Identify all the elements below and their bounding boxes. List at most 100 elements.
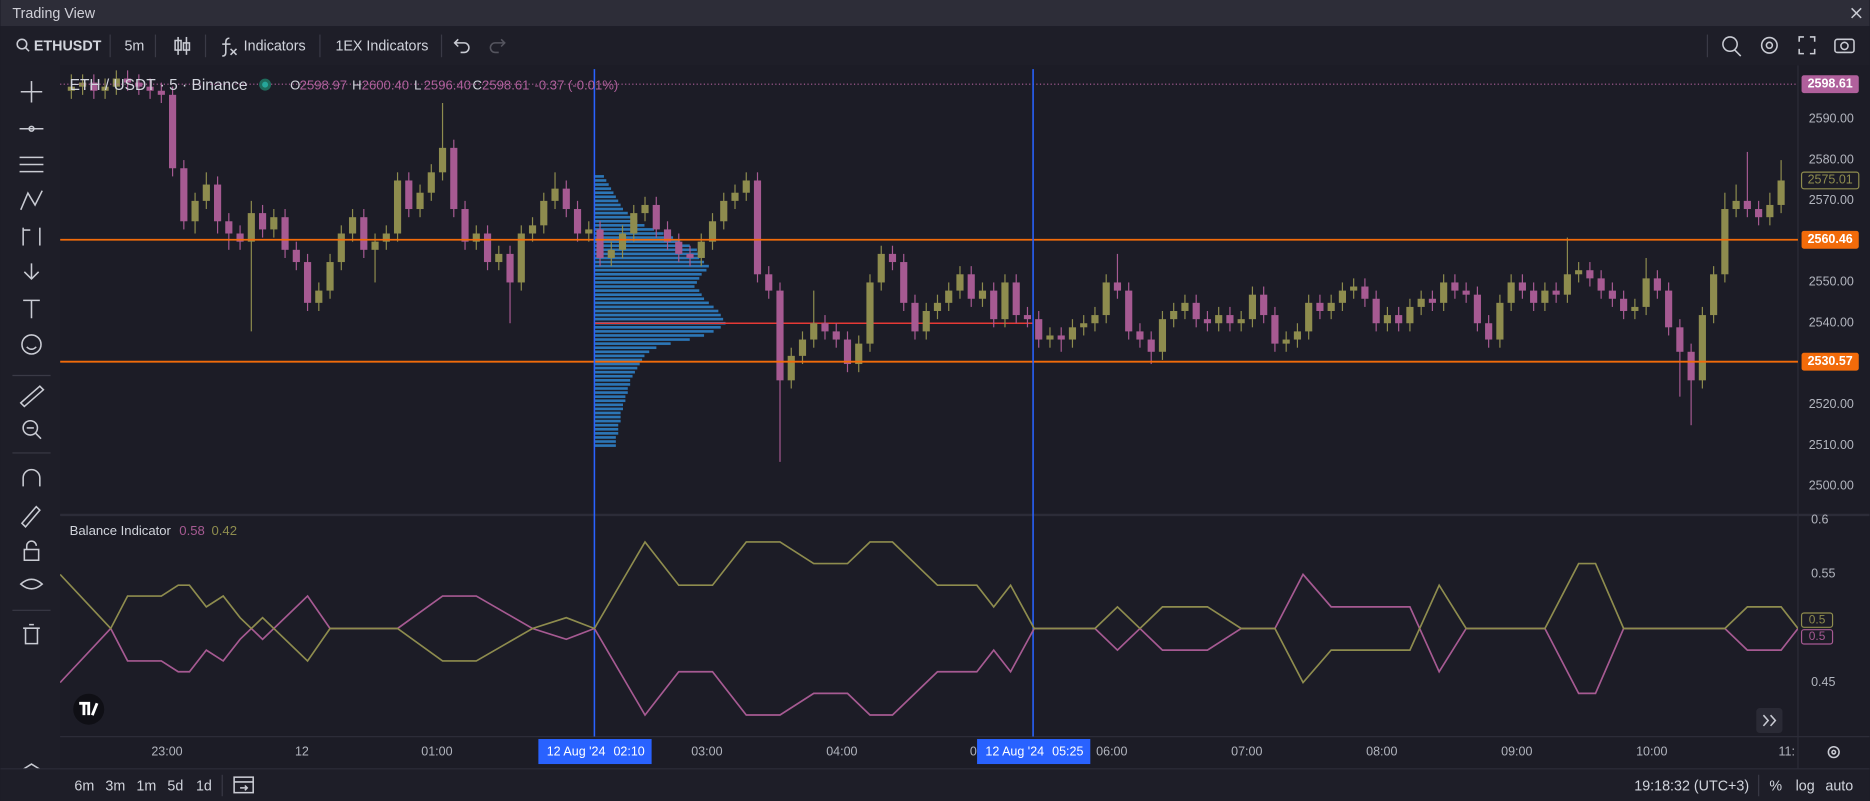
ruler-tool[interactable]: [19, 385, 45, 408]
candle-body: [798, 339, 807, 356]
candle-body: [1192, 302, 1200, 320]
log-toggle[interactable]: log: [1796, 778, 1815, 794]
search-icon[interactable]: [16, 38, 30, 52]
candle-body: [1710, 274, 1718, 316]
candle-body: [427, 172, 435, 193]
volume-profile-bar: [594, 358, 643, 362]
candle-body: [1608, 290, 1616, 299]
magnet-tool[interactable]: [22, 468, 41, 487]
fib-tool[interactable]: [19, 156, 44, 173]
candle-body: [967, 274, 975, 299]
volume-profile-bar: [594, 219, 638, 223]
candle-body: [1057, 335, 1065, 340]
range-button[interactable]: 3m: [105, 778, 125, 794]
indicator-last-box: [1800, 612, 1834, 628]
price-tick-label: 2580.00: [1809, 152, 1854, 166]
candle-body: [1473, 294, 1481, 324]
candle-body: [607, 249, 615, 258]
candle-body: [1653, 278, 1661, 291]
delete-tool[interactable]: [23, 623, 40, 645]
candle-body: [1215, 315, 1223, 324]
lock-drawing-tool[interactable]: [20, 505, 41, 528]
candle-body: [472, 233, 480, 242]
symbol[interactable]: ETHUSDT: [34, 38, 102, 54]
zoom-tool[interactable]: [22, 419, 42, 440]
indicators-icon[interactable]: [222, 37, 238, 57]
crosshair-tool[interactable]: [20, 81, 43, 103]
candle-body: [618, 233, 627, 250]
scroll-to-realtime[interactable]: [1756, 708, 1783, 734]
emoji-tool[interactable]: [21, 334, 42, 355]
indicator-value: 0.42: [211, 523, 237, 538]
forecast-tool[interactable]: [22, 227, 41, 246]
candle-body: [450, 147, 458, 210]
candle-body: [832, 331, 840, 340]
legend-title: ETH / USDT · 5 · Binance: [70, 77, 248, 94]
close-button[interactable]: [1851, 7, 1862, 19]
percent-toggle[interactable]: %: [1769, 778, 1782, 794]
last-price-box: [1801, 75, 1859, 94]
candle-body: [1541, 290, 1549, 303]
candle-body: [281, 217, 289, 250]
candle-body: [1248, 294, 1257, 320]
go-to-date[interactable]: [233, 776, 254, 794]
candle-body: [1507, 282, 1515, 303]
candle-body: [169, 94, 177, 169]
candle-body: [1428, 298, 1436, 303]
screenshot-icon[interactable]: [1834, 38, 1855, 54]
range-button[interactable]: 6m: [74, 778, 94, 794]
trend-line-tool[interactable]: [19, 125, 44, 132]
visibility-tool[interactable]: [19, 578, 44, 590]
indicator-last-label: 0.5: [1809, 612, 1826, 626]
undo-button[interactable]: [453, 38, 470, 54]
tradingview-logo[interactable]: [73, 693, 105, 725]
settings-icon[interactable]: [1760, 36, 1778, 54]
candle-body: [978, 290, 987, 299]
time-marker-time: 02:10: [613, 744, 644, 758]
candle-body: [945, 290, 953, 303]
time-label: 10:00: [1636, 744, 1667, 758]
volume-profile-bar: [594, 228, 654, 231]
candle-body: [1530, 290, 1538, 303]
candle-body: [1755, 209, 1763, 218]
arrow-tool[interactable]: [23, 263, 40, 281]
auto-toggle[interactable]: auto: [1825, 778, 1853, 794]
candle-body: [1732, 200, 1740, 210]
volume-profile-bar: [594, 183, 609, 186]
range-button[interactable]: 5d: [167, 778, 183, 794]
custom-indicators-button[interactable]: 1EX Indicators: [335, 38, 428, 54]
status-dot-core: [262, 81, 269, 88]
axis-settings[interactable]: [1827, 745, 1840, 759]
redo-button[interactable]: [489, 38, 506, 54]
candle-body: [1676, 327, 1684, 352]
alert-icon[interactable]: [1722, 36, 1742, 57]
lock-tool[interactable]: [23, 540, 40, 561]
volume-profile-bar: [594, 244, 690, 248]
range-button[interactable]: 1m: [136, 778, 156, 794]
ohlc-value: 2598.97: [300, 77, 347, 92]
chart-type-icon[interactable]: [174, 36, 191, 55]
reference-price-label: 2575.01: [1808, 173, 1853, 187]
pattern-tool[interactable]: [20, 190, 43, 211]
fullscreen-icon[interactable]: [1798, 36, 1816, 55]
candle-body: [720, 200, 728, 222]
candle-body: [1260, 294, 1268, 316]
indicators-button[interactable]: Indicators: [244, 38, 306, 54]
volume-profile-bar: [594, 419, 621, 423]
volume-profile-bar: [594, 224, 645, 227]
text-tool[interactable]: [23, 299, 40, 319]
candle-body: [528, 225, 537, 234]
volume-profile-bar: [594, 252, 702, 256]
volume-profile-bar: [594, 289, 700, 292]
range-button[interactable]: 1d: [196, 778, 212, 794]
volume-profile-bar: [594, 199, 619, 203]
volume-profile-bar: [594, 432, 619, 435]
title-bar: [0, 0, 1870, 27]
level-label-box: [1801, 352, 1859, 371]
candle-body: [1631, 306, 1639, 311]
candle-body: [1293, 331, 1302, 340]
candle-body: [1383, 315, 1391, 324]
candle-body: [1023, 315, 1032, 320]
interval[interactable]: 5m: [124, 38, 144, 54]
candle-body: [1777, 180, 1785, 205]
